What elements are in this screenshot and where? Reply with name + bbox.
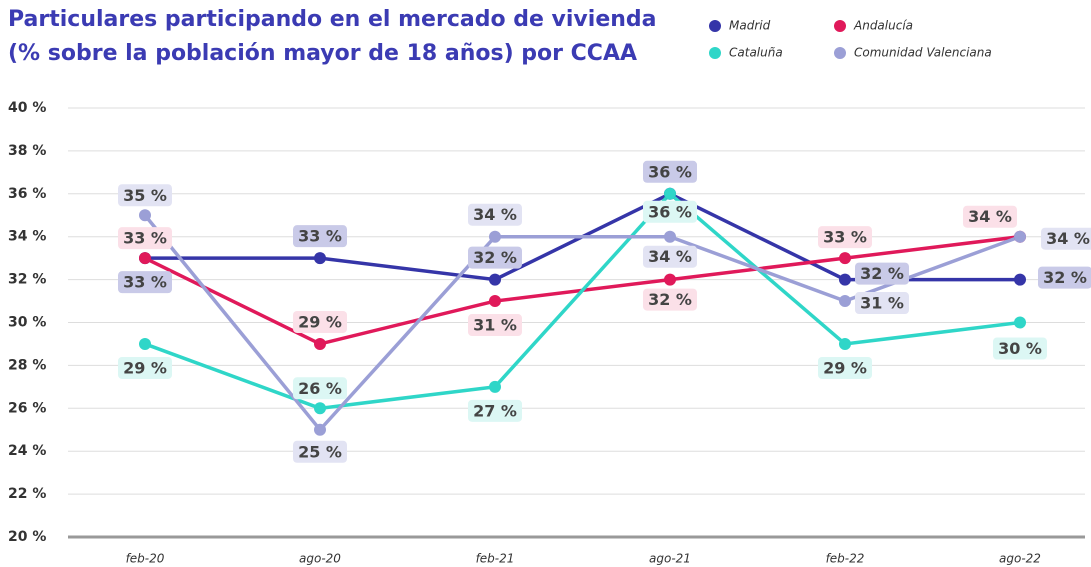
point	[839, 273, 851, 286]
point	[314, 423, 326, 436]
point	[664, 187, 676, 200]
y-tick-label: 38 %	[8, 143, 46, 159]
value-label: 34 %	[473, 205, 517, 224]
point	[839, 337, 851, 350]
value-label: 31 %	[860, 294, 904, 313]
value-label: 27 %	[473, 401, 517, 420]
value-label-bg	[1041, 227, 1091, 250]
value-label-bg	[1038, 266, 1091, 289]
value-label-bg	[293, 377, 347, 400]
value-label: 31 %	[473, 316, 517, 335]
y-tick-label: 30 %	[8, 315, 46, 331]
legend-marker	[709, 47, 721, 59]
point	[139, 337, 151, 350]
point	[1014, 316, 1026, 329]
chart-title: Particulares participando en el mercado …	[8, 7, 657, 32]
point	[314, 252, 326, 265]
value-label: 32 %	[860, 264, 904, 283]
value-label: 34 %	[1046, 229, 1090, 248]
x-tick-label: ago-20	[299, 552, 341, 566]
value-label: 36 %	[648, 162, 692, 181]
value-label-bg	[118, 227, 172, 250]
point	[489, 273, 501, 286]
legend-label: Cataluña	[729, 46, 783, 60]
y-tick-label: 40 %	[8, 100, 46, 116]
value-label-bg	[643, 160, 697, 183]
value-label-bg	[855, 262, 909, 285]
point	[839, 252, 851, 265]
value-label-bg	[118, 356, 172, 379]
value-label-bg	[118, 271, 172, 294]
value-label-bg	[293, 310, 347, 333]
y-tick-label: 24 %	[8, 443, 46, 459]
value-label-bg	[963, 205, 1017, 228]
y-tick-label: 22 %	[8, 486, 46, 502]
legend-label: Andalucía	[853, 19, 913, 33]
legend-marker	[709, 20, 721, 32]
value-label: 32 %	[648, 290, 692, 309]
value-label-bg	[468, 203, 522, 226]
value-label-bg	[818, 226, 872, 249]
legend-label: Madrid	[729, 19, 771, 33]
value-label: 29 %	[823, 358, 867, 377]
value-label: 33 %	[123, 229, 167, 248]
y-tick-label: 36 %	[8, 186, 46, 202]
y-tick-label: 34 %	[8, 229, 46, 245]
value-label-bg	[468, 399, 522, 422]
x-tick-label: feb-22	[826, 552, 865, 566]
y-tick-label: 28 %	[8, 357, 46, 373]
series-line	[144, 191, 1021, 411]
y-tick-label: 20 %	[8, 529, 46, 545]
value-label: 34 %	[968, 207, 1012, 226]
point	[1014, 273, 1026, 286]
x-tick-label: ago-21	[649, 552, 691, 566]
point	[314, 337, 326, 350]
value-label: 30 %	[998, 339, 1042, 358]
value-label: 25 %	[298, 442, 342, 461]
value-label: 33 %	[298, 227, 342, 246]
x-tick-label: ago-22	[999, 552, 1041, 566]
value-label: 33 %	[823, 228, 867, 247]
value-label-bg	[468, 246, 522, 269]
x-tick-label: feb-20	[126, 552, 165, 566]
point	[139, 209, 151, 222]
value-label: 33 %	[123, 273, 167, 292]
value-label: 32 %	[1043, 268, 1087, 287]
y-tick-label: 26 %	[8, 400, 46, 416]
value-label: 29 %	[298, 312, 342, 331]
value-label: 26 %	[298, 379, 342, 398]
point	[664, 273, 676, 286]
point	[489, 230, 501, 243]
value-label: 32 %	[473, 248, 517, 267]
value-label-bg	[643, 245, 697, 268]
value-label-bg	[293, 440, 347, 463]
legend-marker	[834, 20, 846, 32]
value-label-bg	[643, 200, 697, 223]
point	[489, 380, 501, 393]
value-label: 29 %	[123, 358, 167, 377]
value-label-bg	[818, 356, 872, 379]
point	[1014, 230, 1026, 243]
value-label: 35 %	[123, 186, 167, 205]
x-tick-label: feb-21	[476, 552, 515, 566]
value-label-bg	[643, 288, 697, 311]
value-label-bg	[468, 314, 522, 337]
value-label-bg	[993, 337, 1047, 360]
series-line	[143, 214, 1021, 433]
value-label-bg	[855, 292, 909, 315]
point	[139, 252, 151, 265]
value-label-bg	[118, 184, 172, 207]
point	[839, 295, 851, 308]
point	[314, 402, 326, 415]
point	[489, 295, 501, 308]
legend-marker	[834, 47, 846, 59]
value-label: 34 %	[648, 247, 692, 266]
value-label-bg	[293, 225, 347, 248]
y-tick-label: 32 %	[8, 272, 46, 288]
point	[664, 230, 676, 243]
chart-title: (% sobre la población mayor de 18 años) …	[8, 41, 637, 66]
value-label: 36 %	[648, 202, 692, 221]
legend-label: Comunidad Valenciana	[854, 46, 992, 60]
